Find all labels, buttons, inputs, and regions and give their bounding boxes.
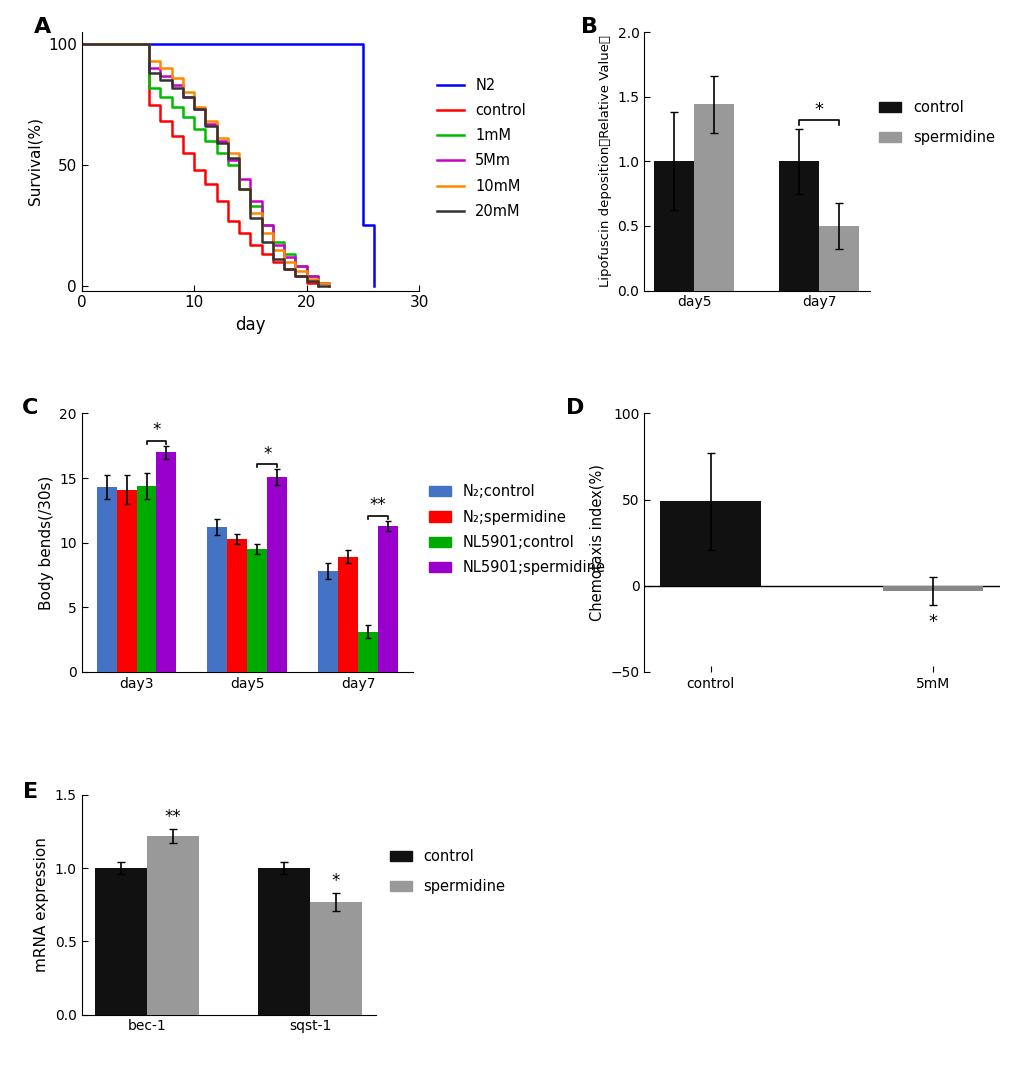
Text: *: *: [814, 100, 823, 119]
Bar: [267, 476, 287, 672]
Bar: [247, 549, 267, 672]
Text: A: A: [35, 16, 52, 36]
Text: *: *: [263, 444, 271, 462]
Text: E: E: [22, 782, 38, 802]
Text: **: **: [165, 807, 181, 826]
Y-axis label: Lipofuscin deposition（Relative Value）: Lipofuscin deposition（Relative Value）: [598, 35, 611, 287]
Bar: [694, 105, 734, 290]
Bar: [147, 836, 199, 1015]
Bar: [137, 486, 156, 672]
Bar: [310, 901, 362, 1015]
Y-axis label: Body bends(/30s): Body bends(/30s): [39, 475, 54, 610]
Bar: [116, 490, 137, 672]
Y-axis label: Chemotaxis index(%): Chemotaxis index(%): [589, 465, 604, 622]
Text: C: C: [22, 398, 39, 418]
Y-axis label: mRNA expression: mRNA expression: [35, 837, 49, 972]
Bar: [654, 161, 694, 290]
Bar: [337, 556, 358, 672]
Bar: [207, 528, 227, 672]
Text: *: *: [331, 873, 340, 890]
Bar: [258, 868, 310, 1015]
Bar: [227, 539, 247, 672]
Bar: [97, 487, 116, 672]
Bar: [95, 868, 147, 1015]
Bar: [318, 571, 337, 672]
Text: B: B: [581, 16, 597, 36]
Bar: [156, 452, 176, 672]
Legend: N₂;control, N₂;spermidine, NL5901;control, NL5901;spermidine: N₂;control, N₂;spermidine, NL5901;contro…: [423, 478, 611, 581]
Bar: [882, 586, 982, 591]
Text: *: *: [152, 421, 161, 439]
Text: *: *: [928, 613, 936, 631]
Legend: N2, control, 1mM, 5Mm, 10mM, 20mM: N2, control, 1mM, 5Mm, 10mM, 20mM: [431, 72, 531, 224]
Legend: control, spermidine: control, spermidine: [872, 94, 1000, 151]
Text: D: D: [566, 398, 584, 418]
X-axis label: day: day: [235, 316, 265, 334]
Text: **: **: [369, 497, 386, 515]
Bar: [659, 501, 760, 586]
Bar: [378, 525, 397, 672]
Legend: control, spermidine: control, spermidine: [384, 844, 511, 900]
Bar: [779, 161, 818, 290]
Bar: [358, 632, 378, 672]
Bar: [818, 226, 858, 290]
Y-axis label: Survival(%): Survival(%): [28, 117, 42, 205]
